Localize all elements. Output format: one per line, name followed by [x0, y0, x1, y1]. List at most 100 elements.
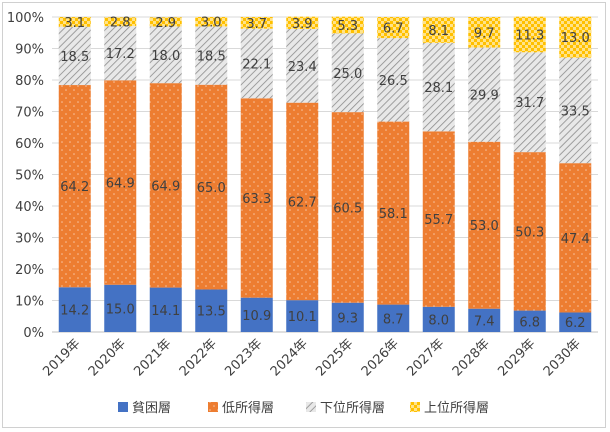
bar-segment	[195, 17, 228, 27]
bar-segment	[104, 26, 137, 81]
bar-segment	[468, 141, 501, 309]
data-label: 2.9	[155, 16, 176, 31]
data-label: 25.0	[333, 67, 362, 82]
data-label: 64.9	[106, 177, 135, 192]
bar-segment	[513, 310, 546, 332]
bar-segment	[513, 152, 546, 311]
data-label: 63.3	[242, 192, 271, 207]
x-tick-label: 2023年	[222, 336, 265, 379]
bar-segment	[195, 26, 228, 85]
data-label: 6.8	[519, 315, 540, 330]
data-label: 18.0	[151, 49, 180, 64]
data-label: 7.4	[474, 314, 495, 329]
data-label: 10.9	[242, 309, 271, 324]
bar-segment	[468, 308, 501, 332]
bar-segment	[240, 28, 273, 99]
data-label: 64.2	[60, 180, 89, 195]
data-label: 15.0	[106, 302, 135, 317]
data-label: 64.9	[151, 179, 180, 194]
data-label: 18.5	[60, 50, 89, 65]
x-tick-label: 2019年	[40, 336, 83, 379]
y-tick-label: 50%	[15, 169, 44, 184]
bar-segment	[377, 121, 410, 305]
data-labels: 14.2 64.2 18.5 3.1 15.0 64.9 17.2 2.8 14.1 64.9 18…	[60, 16, 589, 332]
y-tick-label: 60%	[15, 137, 44, 152]
y-tick-label: 80%	[15, 74, 44, 89]
legend: 貧困層 低所得層 下位所得層 上位所得層	[118, 400, 489, 416]
y-tick-label: 100%	[7, 11, 44, 26]
bar-segment	[559, 312, 592, 332]
bar-segment	[240, 297, 273, 332]
bar-segment	[240, 98, 273, 298]
bar-segment	[286, 300, 319, 332]
bar-segment	[377, 304, 410, 332]
bar-segment	[104, 17, 137, 27]
bar-segment	[468, 47, 501, 142]
data-label: 18.5	[197, 50, 226, 65]
data-label: 3.9	[292, 17, 313, 32]
bar-segment	[58, 287, 91, 332]
data-label: 23.4	[288, 60, 317, 75]
bar-segment	[58, 26, 91, 86]
bar-segment	[331, 112, 364, 303]
data-label: 62.7	[288, 195, 317, 210]
data-label: 53.0	[470, 219, 499, 234]
data-label: 65.0	[197, 181, 226, 196]
bar-segment	[195, 289, 228, 332]
data-label: 14.2	[60, 304, 89, 319]
data-label: 17.2	[106, 47, 135, 62]
data-label: 9.3	[337, 311, 358, 326]
data-label: 11.3	[515, 28, 544, 43]
y-tick-label: 0%	[23, 326, 44, 341]
bar-segment	[149, 83, 182, 288]
data-label: 28.1	[424, 81, 453, 96]
data-label: 8.7	[383, 312, 404, 327]
bar-segment	[513, 16, 546, 53]
data-label: 29.9	[470, 89, 499, 104]
x-axis: 2019年 2020年 2021年 2022年 2023年 2024年 2025年 2026年…	[40, 336, 584, 379]
data-label: 9.7	[474, 26, 495, 41]
y-tick-label: 30%	[15, 232, 44, 247]
bar-segment	[286, 16, 319, 29]
data-label: 8.1	[428, 24, 449, 39]
bar-segment	[377, 38, 410, 122]
bar-segment	[149, 26, 182, 84]
data-label: 6.7	[383, 22, 404, 37]
bar-segment	[104, 284, 137, 332]
data-label: 3.7	[246, 17, 267, 32]
legend-label: 上位所得層	[424, 400, 489, 416]
data-label: 47.4	[561, 232, 590, 247]
x-tick-label: 2021年	[131, 336, 174, 379]
gridlines	[52, 16, 598, 333]
data-label: 14.1	[151, 304, 180, 319]
y-tick-label: 40%	[15, 200, 44, 215]
y-tick-label: 70%	[15, 106, 44, 121]
data-label: 3.1	[64, 16, 85, 31]
bar-segment	[286, 28, 319, 103]
bar-segment	[331, 302, 364, 332]
x-tick-label: 2024年	[268, 336, 311, 379]
data-label: 13.0	[561, 31, 590, 46]
bar-segment	[377, 17, 410, 39]
bar-segment	[149, 287, 182, 332]
bar-segment	[422, 42, 455, 132]
y-axis: 0% 10% 20% 30% 40% 50% 60% 70% 80% 90% 100%	[7, 11, 44, 341]
bars	[58, 16, 592, 332]
data-label: 60.5	[333, 201, 362, 216]
bar-segment	[559, 163, 592, 313]
bar-segment	[240, 17, 273, 29]
x-tick-label: 2030年	[541, 336, 584, 379]
data-label: 5.3	[337, 19, 358, 34]
data-label: 13.5	[197, 305, 226, 320]
bar-segment	[286, 102, 319, 301]
bar-segment	[422, 306, 455, 332]
legend-label: 低所得層	[222, 400, 274, 416]
bar-segment	[58, 85, 91, 288]
legend-swatch	[208, 402, 218, 412]
data-label: 33.5	[561, 104, 590, 119]
data-label: 6.2	[565, 316, 586, 331]
x-tick-label: 2026年	[359, 336, 402, 379]
bar-segment	[513, 52, 546, 153]
bar-segment	[195, 84, 228, 290]
